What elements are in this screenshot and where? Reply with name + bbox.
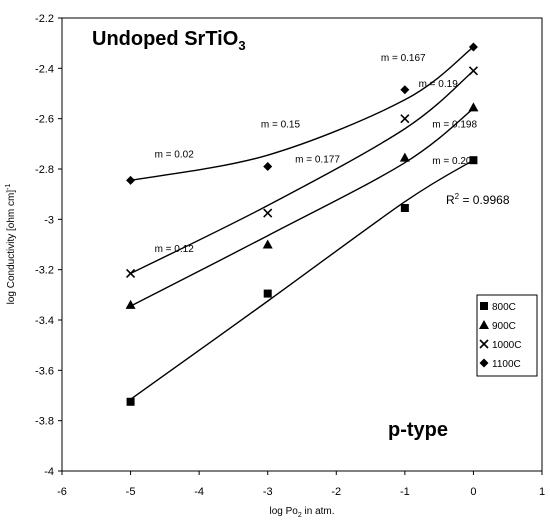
legend-label: 1100C <box>492 359 521 370</box>
x-axis-label: log Po2 in atm. <box>269 506 334 519</box>
y-tick-label: -3.6 <box>35 365 54 377</box>
slope-annotation: m = 0.198 <box>432 119 477 130</box>
slope-annotation: m = 0.15 <box>261 119 301 130</box>
slope-annotations: m = 0.167 m = 0.19 m = 0.15 m = 0.198 m = 0.… <box>155 53 478 255</box>
x-tick-label: -3 <box>263 486 273 498</box>
slope-annotation: m = 0.167 <box>381 53 426 64</box>
slope-annotation: m = 0.12 <box>155 244 195 255</box>
y-axis-ticks: -4 -3.8 -3.6 -3.4 -3.2 -3 -2.8 -2.6 -2.4 -2.2 <box>35 13 62 478</box>
fit-line-1100C <box>130 46 474 182</box>
x-tick-label: 0 <box>470 486 476 498</box>
data-point-900C <box>468 102 479 112</box>
plot-area <box>61 17 543 472</box>
data-point-900C <box>125 299 136 309</box>
slope-annotation: m = 0.02 <box>155 150 195 161</box>
legend-marker-800C <box>480 302 488 310</box>
fit-line-1000C <box>130 70 474 275</box>
data-point-900C <box>262 239 273 249</box>
legend-marker-900C <box>479 320 489 329</box>
x-tick-label: -2 <box>331 486 341 498</box>
x-tick-label: 1 <box>539 486 545 498</box>
chart-title: Undoped SrTiO3 <box>92 28 246 53</box>
y-tick-label: -4 <box>44 466 54 478</box>
legend-label: 900C <box>492 321 516 332</box>
data-points <box>125 42 479 406</box>
slope-annotation: m = 0.20 <box>432 156 472 167</box>
data-point-1100C <box>468 42 478 52</box>
y-tick-label: -2.6 <box>35 114 54 126</box>
x-tick-label: -4 <box>194 486 204 498</box>
data-point-1000C <box>263 208 273 218</box>
y-tick-label: -3.8 <box>35 416 54 428</box>
data-point-800C <box>263 289 272 298</box>
x-tick-label: -5 <box>126 486 136 498</box>
x-tick-label: -6 <box>57 486 67 498</box>
data-point-1000C <box>400 114 410 124</box>
fit-line-900C <box>130 108 474 307</box>
y-tick-label: -3 <box>44 214 54 226</box>
x-axis-ticks: -6 -5 -4 -3 -2 -1 0 1 <box>57 471 545 498</box>
legend-marker-1100C <box>479 358 489 368</box>
y-tick-label: -2.8 <box>35 164 54 176</box>
data-point-1000C <box>468 66 478 76</box>
data-point-900C <box>399 152 410 162</box>
data-point-1000C <box>126 268 136 279</box>
legend-label: 800C <box>492 302 516 313</box>
y-tick-label: -2.2 <box>35 13 54 25</box>
fit-line-800C <box>130 159 474 400</box>
legend-label: 1000C <box>492 340 521 351</box>
legend: 800C 900C 1000C 1100C <box>476 294 538 377</box>
p-type-label: p-type <box>388 419 448 441</box>
r-squared-label: R2 = 0.9968 <box>446 192 510 207</box>
fit-curves <box>130 46 474 400</box>
y-tick-label: -3.4 <box>35 315 54 327</box>
x-tick-label: -1 <box>400 486 410 498</box>
data-point-800C <box>126 397 135 406</box>
slope-annotation: m = 0.19 <box>419 79 459 90</box>
data-point-800C <box>469 156 478 165</box>
slope-annotation: m = 0.177 <box>295 155 340 166</box>
legend-marker-1000C <box>479 339 489 349</box>
y-axis-label: log Conductivity [ohm cm]-1 <box>5 184 17 305</box>
data-point-1100C <box>126 175 136 185</box>
y-tick-label: -3.2 <box>35 265 54 277</box>
data-point-1100C <box>263 161 273 171</box>
data-point-800C <box>400 204 409 213</box>
y-tick-label: -2.4 <box>35 63 54 75</box>
data-point-1100C <box>400 85 410 95</box>
